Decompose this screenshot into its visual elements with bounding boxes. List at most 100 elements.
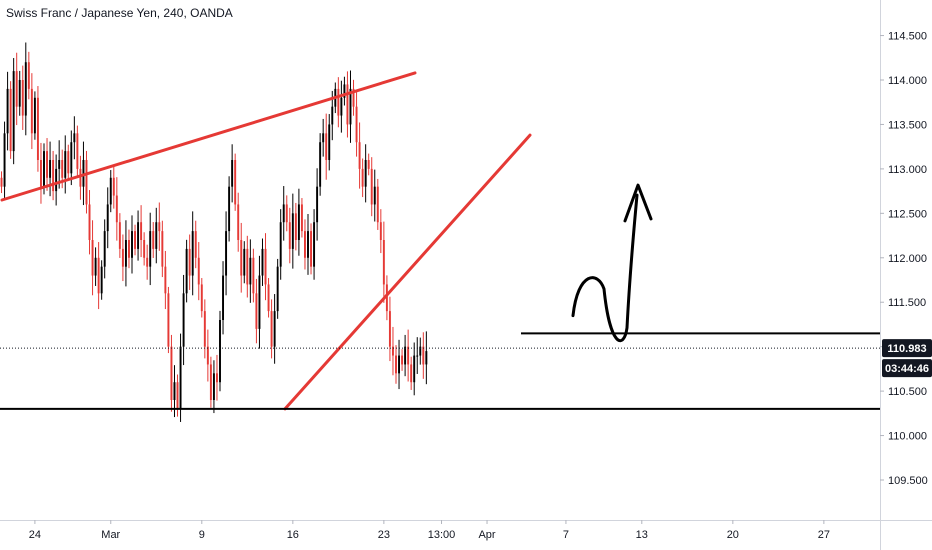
candle-body bbox=[325, 133, 328, 160]
candle-body bbox=[118, 222, 121, 249]
candle-body bbox=[24, 62, 27, 116]
candle-body bbox=[46, 151, 49, 178]
candle-body bbox=[252, 257, 255, 294]
scenario-arrow-path bbox=[571, 193, 639, 343]
candle-body bbox=[237, 204, 240, 240]
candle-body bbox=[67, 151, 70, 174]
candle-body bbox=[21, 80, 24, 116]
candle-body bbox=[158, 222, 161, 232]
candle-body bbox=[379, 222, 382, 240]
last-price-badge-text: 110.983 bbox=[887, 343, 926, 355]
candle-body bbox=[70, 142, 73, 174]
candle-body bbox=[258, 275, 261, 329]
candle-body bbox=[215, 373, 218, 383]
x-tick-label: 16 bbox=[287, 529, 299, 541]
candle-body bbox=[173, 382, 176, 400]
candle-body bbox=[179, 346, 182, 409]
candle-body bbox=[170, 346, 173, 400]
candle-body bbox=[131, 231, 133, 258]
candle-body bbox=[164, 266, 167, 294]
x-tick-label: 13 bbox=[636, 529, 648, 541]
candle-body bbox=[73, 133, 76, 143]
candle-body bbox=[43, 151, 45, 187]
candle-body bbox=[367, 160, 370, 169]
candle-body bbox=[115, 195, 118, 223]
candle-body bbox=[243, 248, 246, 276]
trendline bbox=[0, 71, 417, 202]
candle-body bbox=[255, 293, 258, 329]
candle-body bbox=[413, 355, 416, 383]
countdown-badge-text: 03:44:46 bbox=[885, 363, 929, 375]
candle-body bbox=[376, 186, 379, 223]
candle-body bbox=[82, 160, 85, 187]
candle-body bbox=[167, 293, 170, 347]
candle-body bbox=[307, 231, 309, 258]
y-tick-label: 111.500 bbox=[888, 297, 926, 309]
candle-body bbox=[76, 133, 79, 169]
x-tick-label: 23 bbox=[378, 529, 390, 541]
chart-title: Swiss Franc / Japanese Yen, 240, OANDA bbox=[6, 6, 233, 20]
candle-body bbox=[373, 186, 376, 205]
candle-body bbox=[361, 168, 364, 187]
candle-body bbox=[146, 257, 149, 267]
x-tick-label: 9 bbox=[199, 529, 205, 541]
candle-body bbox=[206, 346, 209, 365]
candle-body bbox=[161, 231, 164, 267]
candle-body bbox=[39, 160, 42, 187]
candle-body bbox=[94, 257, 97, 276]
candle-body bbox=[337, 88, 340, 116]
candle-body bbox=[410, 364, 413, 383]
candle-body bbox=[79, 168, 82, 187]
candle-body bbox=[388, 311, 391, 347]
candle-body bbox=[416, 355, 419, 357]
candle-body bbox=[425, 351, 428, 365]
y-tick-label: 110.500 bbox=[888, 386, 927, 398]
candle-body bbox=[112, 177, 115, 196]
candle-body bbox=[225, 231, 228, 276]
candle-body bbox=[240, 240, 243, 276]
candle-body bbox=[0, 177, 3, 187]
candle-body bbox=[316, 186, 319, 223]
candle-body bbox=[398, 355, 401, 374]
drawings-layer bbox=[0, 71, 880, 411]
candle-body bbox=[9, 88, 12, 152]
candle-body bbox=[364, 160, 367, 187]
candle-body bbox=[182, 293, 185, 347]
candle-body bbox=[228, 186, 231, 232]
candle-body bbox=[407, 346, 410, 365]
candle-body bbox=[319, 142, 322, 187]
candles-layer bbox=[0, 42, 428, 422]
candle-body bbox=[300, 204, 303, 232]
y-tick-label: 113.000 bbox=[888, 164, 927, 176]
candle-body bbox=[49, 160, 52, 178]
candle-body bbox=[58, 160, 61, 169]
candle-body bbox=[18, 80, 21, 107]
scenario-arrow-head bbox=[623, 183, 653, 223]
candle-body bbox=[310, 231, 313, 267]
candle-body bbox=[322, 133, 325, 143]
candle-body bbox=[291, 213, 294, 249]
candle-body bbox=[200, 284, 203, 312]
candle-body bbox=[97, 257, 100, 294]
y-tick-label: 113.500 bbox=[888, 119, 927, 131]
candle-body bbox=[276, 266, 279, 312]
candle-body bbox=[33, 97, 36, 134]
x-tick-label: 13:00 bbox=[428, 529, 456, 541]
candle-body bbox=[27, 62, 30, 89]
candle-body bbox=[176, 382, 179, 409]
candle-body bbox=[85, 160, 88, 205]
candle-body bbox=[12, 71, 15, 152]
candle-body bbox=[106, 204, 109, 232]
candle-body bbox=[55, 168, 58, 192]
candle-body bbox=[395, 355, 397, 374]
countdown-badge bbox=[882, 359, 932, 378]
candle-body bbox=[331, 106, 334, 125]
candle-body bbox=[234, 160, 237, 205]
time-axis[interactable]: 24 Mar 9 16 23 13:00 Apr 7 13 20 27 bbox=[29, 520, 830, 541]
candle-body bbox=[385, 284, 388, 312]
candle-body bbox=[222, 275, 225, 320]
candle-body bbox=[270, 311, 273, 347]
candle-body bbox=[194, 231, 197, 258]
